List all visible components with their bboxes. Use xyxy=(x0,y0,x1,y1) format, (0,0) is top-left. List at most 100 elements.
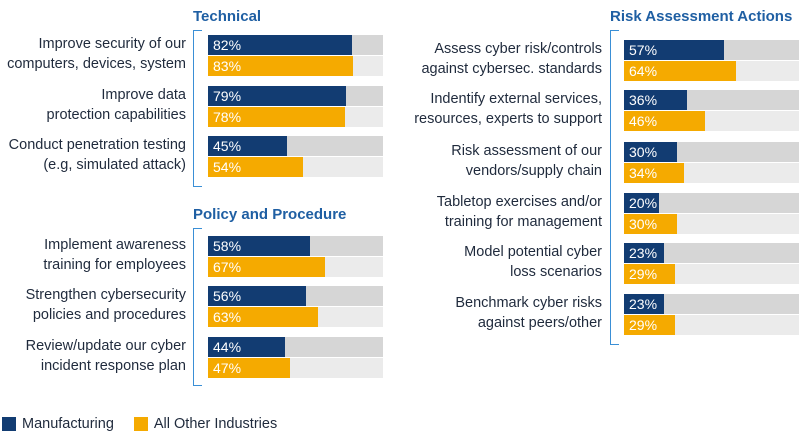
data-label: 63% xyxy=(213,309,242,325)
bar-track-other: 64% xyxy=(624,61,799,81)
row-label: Assess cyber risk/controls against cybers… xyxy=(421,39,602,79)
row-label-line: policies and procedures xyxy=(32,307,186,323)
row-label-line: Risk assessment of our xyxy=(451,143,602,159)
row-label-line: Assess cyber risk/controls xyxy=(434,41,602,57)
row-label: Improve data protection capabilities xyxy=(47,85,186,125)
bar-track-other: 29% xyxy=(624,315,799,335)
bar-track-manufacturing: 57% xyxy=(624,40,799,60)
row-label-line: Review/update our cyber xyxy=(25,338,186,354)
bar-track-manufacturing: 44% xyxy=(208,337,383,357)
data-label: 83% xyxy=(213,58,242,74)
bar-track-other: 54% xyxy=(208,157,383,177)
bar-track-manufacturing: 30% xyxy=(624,142,799,162)
row-label-line: Improve data xyxy=(101,87,186,103)
bar-other xyxy=(624,214,677,234)
row-label: Model potential cyber loss scenarios xyxy=(464,242,602,282)
bar-manufacturing xyxy=(208,337,285,357)
row-label-line: loss scenarios xyxy=(510,264,602,280)
data-label: 20% xyxy=(629,195,658,211)
bar-manufacturing xyxy=(624,142,677,162)
bar-other xyxy=(208,358,291,378)
row-label: Strengthen cybersecurity policies and pro… xyxy=(26,285,186,325)
row-label: Indentify external services, resources, e… xyxy=(414,89,602,129)
section-title: Policy and Procedure xyxy=(193,206,347,223)
row-label-line: against cybersec. standards xyxy=(421,61,602,77)
bar-manufacturing xyxy=(208,236,310,256)
bar-manufacturing xyxy=(624,90,687,110)
bar-other xyxy=(624,61,736,81)
bar-other xyxy=(208,157,303,177)
data-label: 47% xyxy=(213,360,242,376)
data-label: 36% xyxy=(629,92,658,108)
bar-manufacturing xyxy=(624,243,665,263)
bar-manufacturing xyxy=(624,193,659,213)
row-label-line: computers, devices, system xyxy=(7,56,186,72)
row-label: Review/update our cyber incident response… xyxy=(26,336,186,376)
bar-other xyxy=(624,315,675,335)
bar-track-other: 78% xyxy=(208,107,383,127)
row-label: Tabletop exercises and/or training for ma… xyxy=(437,192,602,232)
bar-other xyxy=(208,56,354,76)
row-label: Risk assessment of our vendors/supply cha… xyxy=(451,141,602,181)
section-bracket xyxy=(610,30,619,345)
bar-track-other: 67% xyxy=(208,257,383,277)
row-label-line: Implement awareness xyxy=(44,237,186,253)
legend-item-other: All Other Industries xyxy=(133,416,278,432)
row-label-line: training for management xyxy=(444,214,602,230)
data-label: 34% xyxy=(629,165,658,181)
bar-manufacturing xyxy=(208,35,352,55)
row-label-line: (e.g, simulated attack) xyxy=(43,157,186,173)
data-label: 23% xyxy=(629,296,658,312)
row-label-line: against peers/other xyxy=(477,315,602,331)
bar-track-other: 30% xyxy=(624,214,799,234)
bar-track-manufacturing: 23% xyxy=(624,243,799,263)
legend-label-other: All Other Industries xyxy=(153,416,278,432)
row-label: Improve security of our computers, device… xyxy=(7,34,186,74)
data-label: 23% xyxy=(629,245,658,261)
row-label-line: Strengthen cybersecurity xyxy=(25,287,186,303)
section-bracket xyxy=(193,30,202,187)
section-title: Risk Assessment Actions xyxy=(610,8,793,25)
bar-other xyxy=(208,107,345,127)
bar-track-manufacturing: 36% xyxy=(624,90,799,110)
legend-swatch-other xyxy=(133,417,148,431)
data-label: 44% xyxy=(213,339,242,355)
bar-manufacturing xyxy=(624,40,724,60)
row-label-line: Improve security of our xyxy=(38,36,186,52)
row-label-line: protection capabilities xyxy=(46,107,186,123)
bar-track-other: 47% xyxy=(208,358,383,378)
data-label: 79% xyxy=(213,88,242,104)
data-label: 30% xyxy=(629,216,658,232)
bar-other xyxy=(208,307,319,327)
bar-other xyxy=(624,163,684,183)
bar-track-other: 46% xyxy=(624,111,799,131)
bar-track-manufacturing: 58% xyxy=(208,236,383,256)
row-label-line: vendors/supply chain xyxy=(465,163,602,179)
bar-manufacturing xyxy=(208,86,347,106)
bar-track-manufacturing: 45% xyxy=(208,136,383,156)
bar-manufacturing xyxy=(208,286,306,306)
row-label-line: training for employees xyxy=(43,257,186,273)
data-label: 45% xyxy=(213,138,242,154)
section-title: Technical xyxy=(193,8,262,25)
data-label: 54% xyxy=(213,159,242,175)
bar-track-manufacturing: 20% xyxy=(624,193,799,213)
data-label: 29% xyxy=(629,266,658,282)
data-label: 57% xyxy=(629,42,658,58)
row-label-line: resources, experts to support xyxy=(414,111,602,127)
row-label: Conduct penetration testing (e.g, simulat… xyxy=(9,135,186,175)
bar-other xyxy=(208,257,326,277)
bar-track-other: 63% xyxy=(208,307,383,327)
section-bracket xyxy=(193,228,202,386)
legend-item-manufacturing: Manufacturing xyxy=(2,416,114,432)
data-label: 46% xyxy=(629,113,658,129)
row-label-line: Benchmark cyber risks xyxy=(455,295,602,311)
legend: Manufacturing All Other Industries xyxy=(2,414,287,434)
bar-track-other: 83% xyxy=(208,56,383,76)
row-label-line: Conduct penetration testing xyxy=(8,137,186,153)
data-label: 67% xyxy=(213,259,242,275)
row-label-line: incident response plan xyxy=(40,358,186,374)
bar-track-manufacturing: 56% xyxy=(208,286,383,306)
data-label: 78% xyxy=(213,109,242,125)
bar-other xyxy=(624,264,675,284)
